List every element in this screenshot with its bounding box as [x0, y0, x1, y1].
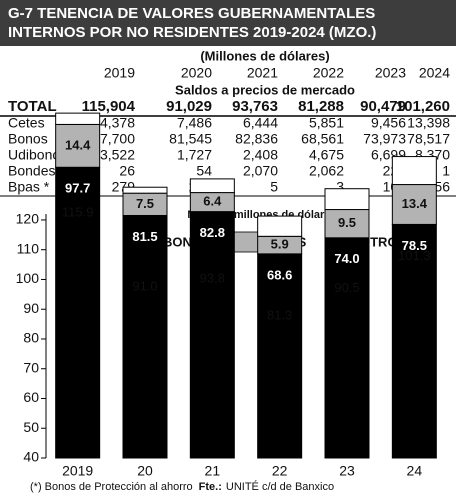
- bar-segment: [391, 184, 437, 225]
- data-label: 74.0: [334, 251, 359, 266]
- bar-segment: [324, 209, 370, 239]
- table-cell: 54: [196, 163, 212, 179]
- y-tick-label: 110: [17, 240, 40, 256]
- bar-segment: [391, 223, 437, 459]
- bar-segment: [55, 166, 101, 459]
- table-cell: 91,029: [166, 98, 212, 115]
- table-cell: 3,522: [100, 147, 135, 163]
- x-tick-label: 20: [137, 463, 153, 479]
- row-label: Cetes: [8, 115, 45, 131]
- y-tick-label: 40: [23, 449, 39, 465]
- bar-segment: [122, 186, 168, 194]
- row-label: Udibonos: [8, 147, 67, 163]
- table-cell: 2,062: [309, 163, 344, 179]
- data-label: 78.5: [402, 238, 427, 253]
- table-cell: 97,700: [92, 131, 135, 147]
- x-tick-label: 22: [272, 463, 288, 479]
- table-cell: 78,517: [407, 131, 450, 147]
- table-cell: 5,851: [309, 115, 344, 131]
- total-label: 91.0: [132, 279, 157, 294]
- total-label: 93.8: [200, 270, 225, 285]
- data-label: 14.4: [65, 137, 91, 152]
- bar-segment: [55, 112, 101, 125]
- bar-segment: [324, 188, 370, 211]
- table-cell: 9,456: [371, 115, 406, 131]
- table-cell: 1,727: [177, 147, 212, 163]
- row-label: Bonos: [8, 131, 48, 147]
- source: UNITÉ c/d de Banxico: [226, 480, 334, 493]
- data-label: 97.7: [65, 181, 90, 196]
- bar-segment: [391, 156, 437, 186]
- note: (*) Bonos de Protección al ahorro: [30, 481, 193, 493]
- y-tick-label: 60: [23, 389, 39, 405]
- column-header: 2022: [313, 65, 344, 81]
- row-label: TOTAL: [8, 98, 57, 115]
- data-label: 7.5: [136, 196, 154, 211]
- table-cell: 90,479: [360, 98, 406, 115]
- table-cell: 81,288: [298, 98, 344, 115]
- y-tick-label: 70: [23, 359, 39, 375]
- data-label: 68.6: [267, 267, 292, 282]
- data-label: 13.4: [402, 196, 428, 211]
- column-header: 2024: [419, 65, 450, 81]
- data-label: 81.5: [132, 229, 157, 244]
- title-line: G-7 TENENCIA DE VALORES GUBERNAMENTALES: [8, 5, 375, 22]
- legend-swatch: [232, 231, 260, 253]
- total-label: 81.3: [267, 308, 292, 323]
- title-banner: [0, 0, 456, 46]
- table-cell: 73,973: [363, 131, 406, 147]
- bar-segment: [189, 178, 235, 194]
- column-header: 2019: [104, 65, 135, 81]
- data-label: 9.5: [338, 215, 356, 230]
- source-label: Fte.:: [199, 481, 222, 493]
- table-cell: 6,444: [243, 115, 278, 131]
- bar-segment: [324, 237, 370, 459]
- total-label: 90.5: [334, 280, 359, 295]
- table-cell: 7,486: [177, 115, 212, 131]
- bar-segment: [122, 214, 168, 459]
- row-label: Bondes D: [8, 163, 69, 179]
- bar-segment: [257, 215, 303, 237]
- x-tick-label: 24: [407, 463, 423, 479]
- table-cell: 5: [270, 179, 278, 195]
- table-cell: 2,070: [243, 163, 278, 179]
- total-label: 101.3: [398, 248, 431, 263]
- table-cell: 3: [336, 179, 344, 195]
- column-header: 2023: [375, 65, 406, 81]
- table-cell: 14,378: [92, 115, 135, 131]
- table-cell: 1: [442, 163, 450, 179]
- x-tick-label: 2019: [62, 463, 93, 479]
- table-cell: 82,836: [235, 131, 278, 147]
- bar-segment: [189, 211, 235, 459]
- y-tick-label: 120: [16, 211, 40, 227]
- data-label: 5.9: [271, 237, 289, 252]
- table-unit: (Millones de dólares): [200, 48, 329, 63]
- table-cell: 26: [119, 163, 135, 179]
- table-cell: 2,408: [243, 147, 278, 163]
- column-header: 2020: [181, 65, 212, 81]
- title-line: INTERNOS POR NO RESIDENTES 2019-2024 (MZ…: [8, 24, 376, 41]
- x-tick-label: 23: [339, 463, 355, 479]
- x-tick-label: 21: [205, 463, 221, 479]
- y-tick-label: 80: [23, 330, 39, 346]
- table-cell: 93,763: [232, 98, 278, 115]
- y-tick-label: 100: [16, 270, 40, 286]
- y-tick-label: 50: [23, 419, 39, 435]
- table-cell: 4,675: [309, 147, 344, 163]
- table-cell: 13,398: [407, 115, 450, 131]
- row-label: Bpas *: [8, 179, 50, 195]
- table-cell: 68,561: [301, 131, 344, 147]
- total-label: 115.9: [62, 205, 94, 220]
- footnote: (*) Bonos de Protección al ahorro Fte.: UN…: [30, 480, 334, 493]
- data-label: 82.8: [200, 225, 225, 240]
- data-label: 6.4: [203, 194, 222, 209]
- table-cell: 115,904: [82, 98, 136, 115]
- table-cell: 101,260: [396, 98, 450, 115]
- table-subheading: Saldos a precios de mercado: [175, 82, 355, 97]
- bar-segment: [257, 253, 303, 459]
- table-cell: 81,545: [169, 131, 212, 147]
- column-header: 2021: [247, 65, 278, 81]
- y-tick-label: 90: [23, 300, 39, 316]
